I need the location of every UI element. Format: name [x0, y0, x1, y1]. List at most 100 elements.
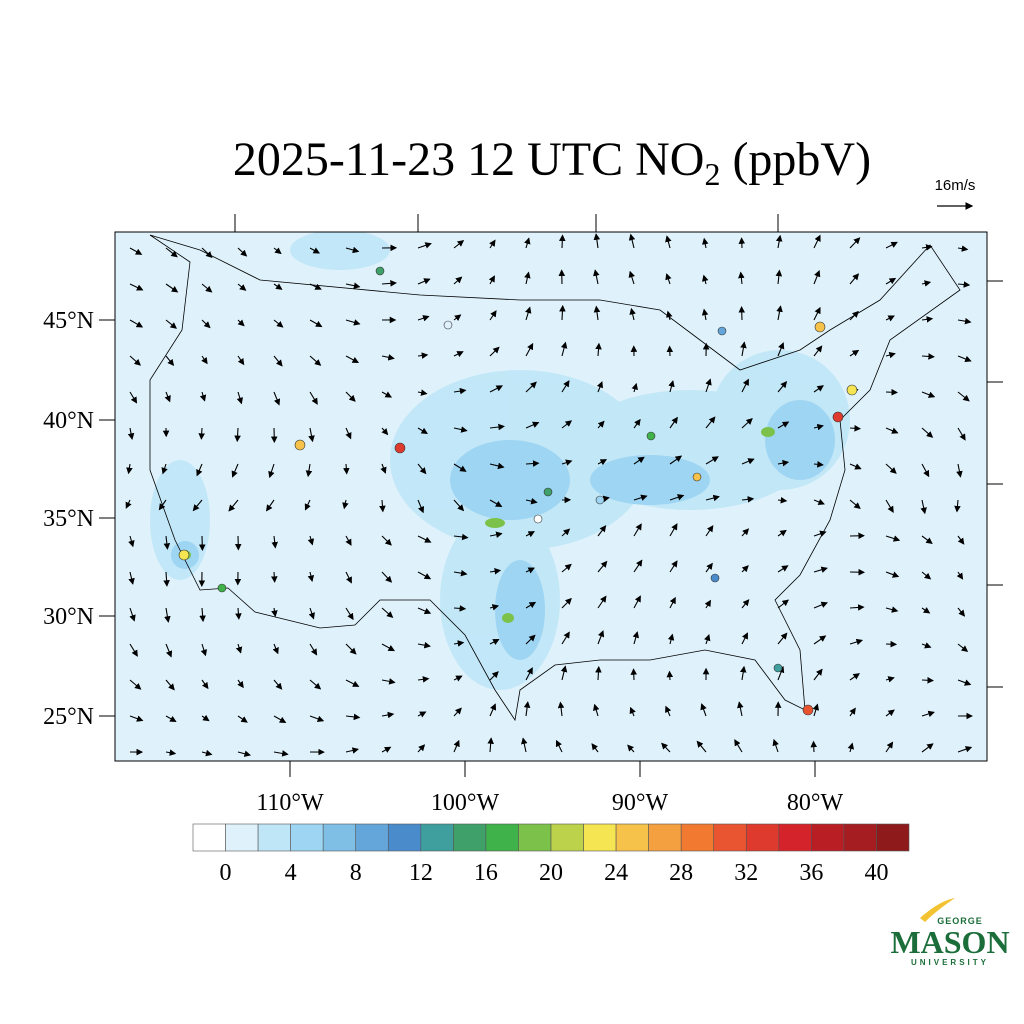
wind-arrow — [849, 237, 861, 249]
wind-arrow — [705, 525, 714, 537]
wind-arrow — [734, 739, 743, 753]
wind-arrow — [666, 310, 673, 321]
wind-arrow — [633, 456, 645, 465]
wind-arrow — [129, 391, 138, 404]
colorbar-box — [876, 823, 910, 852]
wind-arrow — [129, 319, 144, 328]
wind-arrow — [666, 670, 674, 681]
wind-arrow — [273, 355, 283, 367]
wind-arrow — [812, 703, 820, 717]
wind-arrow — [309, 283, 322, 290]
wind-arrow — [343, 463, 350, 475]
wind-arrow — [700, 703, 707, 717]
colorbar-box — [453, 823, 487, 852]
wind-arrow — [305, 463, 313, 478]
wind-arrow — [417, 352, 429, 359]
wind-arrow — [417, 571, 432, 580]
wind-arrow — [921, 316, 934, 323]
wind-arrow — [629, 706, 636, 717]
wind-arrow — [345, 571, 352, 584]
wind-arrow — [632, 631, 639, 645]
wind-arrow — [417, 535, 432, 543]
wind-arrow — [957, 679, 972, 686]
wind-arrow — [307, 571, 315, 583]
colorbar-label: 8 — [350, 860, 362, 886]
logo-bottom: UNIVERSITY — [911, 958, 989, 967]
wind-arrow — [271, 535, 278, 549]
wind-arrow — [379, 499, 386, 513]
wind-arrow — [957, 317, 972, 325]
wind-arrow — [309, 643, 318, 656]
wind-arrow — [524, 237, 531, 249]
frame-ticks — [99, 214, 1003, 777]
logo-main: MASON — [890, 924, 1009, 960]
lon-label: 80°W — [787, 790, 844, 816]
wind-arrow — [920, 499, 927, 515]
wind-arrow — [596, 381, 603, 393]
wind-arrow — [273, 679, 283, 690]
wind-arrow — [741, 378, 749, 393]
wind-arrow — [885, 535, 901, 542]
wind-arrow — [885, 277, 897, 285]
wind-arrow — [885, 606, 899, 613]
wind-arrow — [627, 744, 635, 753]
wind-arrow — [235, 643, 243, 654]
wind-arrow — [237, 247, 248, 257]
wind-arrow — [525, 667, 533, 681]
wind-arrow — [192, 499, 203, 512]
wind-arrow — [345, 713, 361, 721]
wind-arrow — [921, 244, 933, 251]
wind-arrow — [741, 496, 755, 503]
wind-arrow — [597, 525, 607, 537]
wind-arrow — [813, 668, 823, 681]
wind-arrow — [810, 740, 818, 753]
wind-arrow — [129, 355, 141, 366]
wind-arrow — [593, 233, 601, 249]
wind-arrow — [342, 499, 349, 510]
wind-arrow — [126, 463, 133, 475]
wind-arrow — [849, 424, 861, 432]
wind-arrow — [557, 701, 565, 717]
wind-arrow — [595, 342, 602, 357]
wind-arrow — [525, 634, 536, 645]
wind-arrow — [236, 391, 243, 405]
wind-arrow — [165, 643, 173, 658]
wind-arrow — [525, 497, 538, 505]
wind-arrow — [597, 459, 608, 466]
wind-arrow — [775, 234, 783, 249]
wind-arrow — [738, 271, 745, 285]
wind-arrow — [777, 497, 788, 504]
wind-arrow — [163, 535, 171, 550]
title-main: 2025-11-23 12 UTC NO — [233, 133, 705, 186]
wind-arrow — [561, 597, 572, 609]
wind-arrow — [381, 280, 397, 287]
wind-arrow — [165, 319, 178, 329]
lat-label: 45°N — [43, 308, 94, 334]
wind-arrow — [381, 535, 392, 546]
wind-arrow — [453, 605, 467, 612]
wind-arrow — [741, 632, 748, 645]
wind-arrow — [523, 701, 531, 717]
title-tail: (ppbV) — [720, 133, 871, 186]
wind-arrow — [237, 679, 244, 689]
wind-arrow — [957, 391, 970, 402]
wind-arrow — [345, 747, 360, 754]
wind-arrow — [453, 707, 462, 717]
wind-arrow — [813, 566, 828, 573]
wind-arrow — [489, 462, 505, 470]
wind-arrow — [345, 355, 360, 363]
wind-arrow — [489, 604, 500, 611]
wind-arrow — [129, 283, 144, 291]
wind-arrow — [345, 282, 361, 289]
wind-arrow — [813, 635, 827, 645]
wind-arrow — [129, 607, 136, 622]
wind-arrow — [381, 607, 394, 618]
lat-label: 40°N — [43, 408, 94, 434]
wind-arrow — [702, 274, 709, 285]
wind-arrow — [237, 283, 247, 291]
wind-arrow — [266, 499, 275, 512]
wind-arrow — [885, 499, 894, 513]
wind-arrow — [561, 563, 572, 573]
colorbar-box — [550, 823, 584, 852]
colorbar-label: 20 — [539, 860, 563, 886]
